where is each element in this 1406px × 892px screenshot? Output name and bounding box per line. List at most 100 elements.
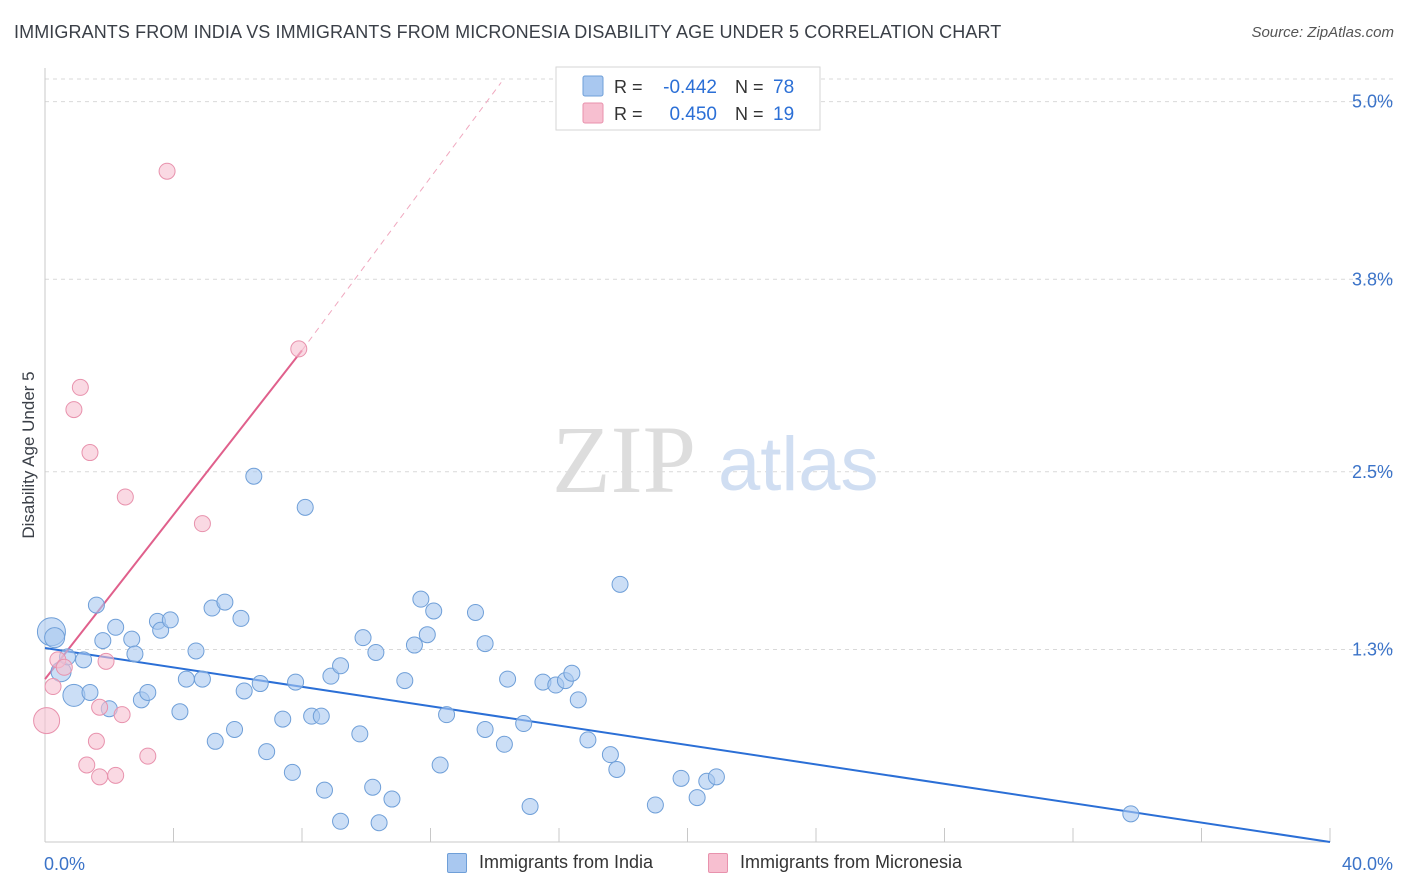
india-point (152, 621, 170, 639)
watermark-atlas: atlas (718, 422, 879, 507)
micronesia-point (139, 747, 157, 765)
micronesia-point (158, 162, 176, 180)
india-point (332, 812, 350, 830)
micronesia-point (290, 340, 308, 358)
india-point (466, 603, 484, 621)
india-point (312, 707, 330, 725)
india-point (608, 760, 626, 778)
micronesia-point (116, 488, 134, 506)
india-point (107, 618, 125, 636)
micronesia-point (33, 707, 61, 735)
india-point (206, 732, 224, 750)
micronesia-point (78, 756, 96, 774)
india-point (646, 796, 664, 814)
india-point (1122, 805, 1140, 823)
x-tick-label-min: 0.0% (44, 854, 85, 874)
india-point (171, 703, 189, 721)
india-point (495, 735, 513, 753)
india-point (476, 720, 494, 738)
y-tick-label: 5.0% (1352, 92, 1393, 112)
india-point (431, 756, 449, 774)
india-point (370, 814, 388, 832)
micronesia-point (71, 378, 89, 396)
micronesia-point (113, 706, 131, 724)
india-point (367, 643, 385, 661)
india-point (351, 725, 369, 743)
india-point (139, 683, 157, 701)
watermark: ZIP atlas (552, 406, 879, 513)
legend-n-value-micronesia: 19 (773, 104, 794, 125)
india-point (245, 467, 263, 485)
india-point (258, 743, 276, 761)
india-point (332, 657, 350, 675)
legend-r-value-india: -0.442 (663, 77, 717, 98)
micronesia-point (107, 766, 125, 784)
source-label: Source: ZipAtlas.com (1251, 24, 1394, 41)
india-point (521, 797, 539, 815)
india-point (274, 710, 292, 728)
india-point (161, 611, 179, 629)
india-point (81, 683, 99, 701)
india-point (187, 642, 205, 660)
india-point (44, 627, 66, 649)
legend-r-label-micronesia: R = (614, 104, 643, 124)
india-point (405, 636, 423, 654)
india-point (569, 691, 587, 709)
india-point (126, 645, 144, 663)
legend-item-micronesia: Immigrants from Micronesia (708, 852, 962, 873)
grid (45, 78, 1395, 650)
trendline-micronesia-extension (301, 82, 502, 351)
india-point (383, 790, 401, 808)
micronesia-point (91, 698, 109, 716)
india-point (232, 609, 250, 627)
india-point (601, 746, 619, 764)
micronesia-point (55, 658, 73, 676)
india-point (216, 593, 234, 611)
legend-r-label-india: R = (614, 77, 643, 97)
india-point (251, 675, 269, 693)
india-point (75, 651, 93, 669)
tick-labels: 1.3% 2.5% 3.8% 5.0% 0.0% 40.0% (44, 92, 1393, 874)
data-points (33, 162, 1140, 832)
legend-n-label-india: N = (735, 77, 764, 97)
india-point (364, 778, 382, 796)
india-point (396, 672, 414, 690)
india-point (579, 731, 597, 749)
india-point (438, 706, 456, 724)
micronesia-point (87, 732, 105, 750)
india-point (499, 670, 517, 688)
legend-n-label-micronesia: N = (735, 104, 764, 124)
legend-box: R = -0.442 N = 78 R = 0.450 N = 19 (555, 66, 821, 131)
legend-swatch-india-bottom (447, 852, 467, 873)
india-point (315, 781, 333, 799)
india-point (418, 626, 436, 644)
india-point (707, 768, 725, 786)
india-point (94, 632, 112, 650)
india-point (672, 769, 690, 787)
y-tick-label: 2.5% (1352, 462, 1393, 482)
india-point (283, 763, 301, 781)
india-point (425, 602, 443, 620)
micronesia-point (44, 678, 62, 696)
y-tick-label: 3.8% (1352, 269, 1393, 289)
bottom-legend: Immigrants from India Immigrants from Mi… (0, 850, 1406, 880)
x-tick-label-max: 40.0% (1342, 854, 1393, 874)
axes (44, 68, 1331, 843)
legend-label-micronesia: Immigrants from Micronesia (740, 852, 963, 872)
india-point (354, 629, 372, 647)
india-point (476, 635, 494, 653)
legend-label-india: Immigrants from India (479, 852, 654, 872)
legend-n-value-india: 78 (773, 77, 794, 98)
legend-swatch-micronesia (582, 102, 604, 124)
legend-swatch-micronesia-bottom (708, 852, 728, 873)
india-point (287, 673, 305, 691)
india-point (296, 498, 314, 516)
india-point (177, 670, 195, 688)
india-point (62, 683, 86, 707)
india-point (563, 664, 581, 682)
india-point (412, 590, 430, 608)
india-point (193, 670, 211, 688)
micronesia-point (91, 768, 109, 786)
micronesia-point (65, 401, 83, 419)
